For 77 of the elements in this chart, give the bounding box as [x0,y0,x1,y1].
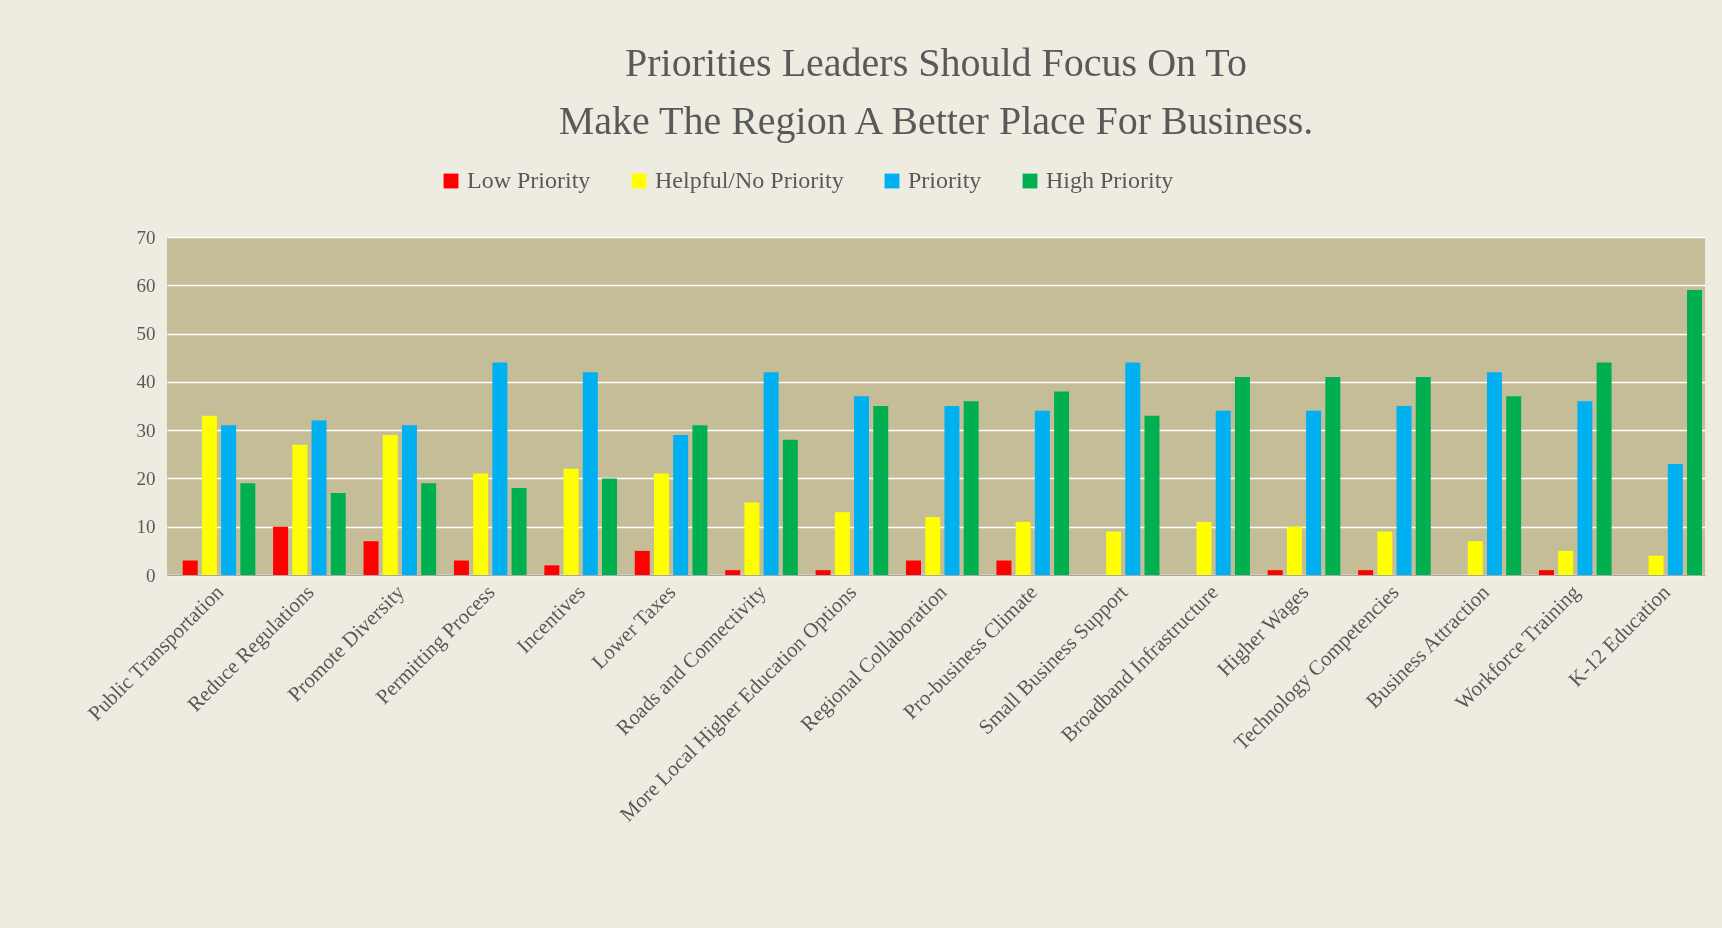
bar [1558,550,1574,575]
bar [1325,377,1341,575]
bar [963,401,979,575]
bar [221,425,237,575]
bar [873,406,889,575]
bar [1215,410,1231,575]
bar [725,570,741,575]
bar [382,434,398,575]
bar [1667,463,1683,575]
y-tick-label: 30 [136,419,156,441]
bar [330,492,346,575]
y-tick-label: 60 [136,274,156,296]
bar [692,425,708,575]
y-tick-label: 50 [136,323,156,345]
bar [201,415,217,575]
bar [925,517,941,575]
legend-label: High Priority [1046,167,1174,193]
y-tick-label: 40 [136,371,156,393]
bar [906,560,922,575]
bar [1286,526,1302,575]
bar [311,420,327,575]
bar [1267,570,1283,575]
bar [1377,531,1393,575]
bar [273,526,289,575]
bar [653,473,669,575]
bar [602,478,617,575]
bar [1648,555,1664,575]
y-tick-label: 0 [146,564,156,586]
bar [744,502,760,575]
bar [1144,415,1160,575]
legend-label: Low Priority [467,167,591,193]
bar [1106,531,1122,575]
chart-title: Priorities Leaders Should Focus On To Make The Region A Better Place For Business. [558,40,1314,143]
bar [363,541,379,575]
y-tick-label: 10 [136,516,156,538]
bar [292,444,308,575]
bar [1506,396,1522,575]
bar [1396,406,1412,575]
bar [1015,521,1031,575]
bar [401,425,417,575]
legend-label: Helpful/No Priority [655,167,844,193]
bar [834,512,850,575]
legend-label: Priority [908,167,982,193]
y-tick-label: 20 [136,467,156,489]
bar [240,483,256,575]
bar [1687,290,1702,575]
bar [1196,521,1212,575]
bar [511,488,527,575]
bar [563,468,579,575]
bar [1486,372,1502,575]
bar [1358,570,1374,575]
bar [815,570,831,575]
bar [763,372,779,575]
bar [1125,362,1141,575]
bar [854,396,870,575]
bar [1415,377,1431,575]
bar [582,372,598,575]
bar [421,483,437,575]
bar [1054,391,1070,575]
y-tick-label: 70 [136,226,156,248]
bar [492,362,508,575]
bar [1467,541,1483,575]
bar [1306,410,1322,575]
bar [1577,401,1593,575]
bar [634,550,650,575]
bar [944,406,960,575]
bar [782,439,798,575]
bar [544,565,560,575]
bar [1596,362,1612,575]
bar [1538,570,1554,575]
bar [182,560,198,575]
bar [673,434,689,575]
bar [1234,377,1250,575]
bar [996,560,1012,575]
bar [473,473,489,575]
bar [1034,410,1050,575]
bar [453,560,469,575]
